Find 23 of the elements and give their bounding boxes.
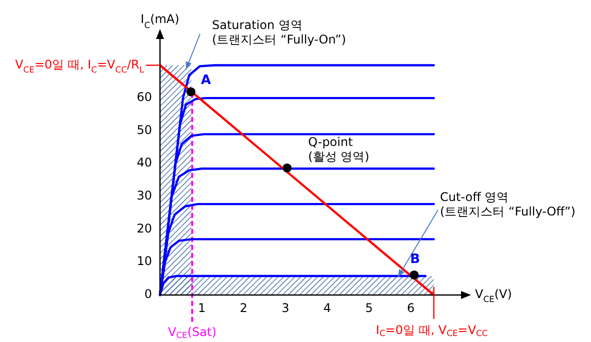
y-tick-label: 20 bbox=[136, 222, 152, 236]
y-tick-label: 0 bbox=[144, 287, 152, 302]
annotation: I$_{C}$=0일 때, V$_{CE}$=V$_{CC}$ bbox=[376, 322, 488, 338]
x-tick-label: 3 bbox=[282, 300, 290, 315]
y-tick-label: 40 bbox=[136, 156, 152, 170]
band-label: Saturation 영역 (트랜지스터 “Fully-On”) bbox=[212, 18, 346, 47]
x-tick-label: 1 bbox=[198, 300, 206, 315]
x-tick-label: 4 bbox=[323, 300, 332, 315]
annotation: V$_{CE}$=0일 때, I$_{C}$=V$_{CC}$/R$_{L}$ bbox=[15, 58, 144, 75]
y-tick-label: 10 bbox=[136, 254, 152, 268]
y-tick-label: 60 bbox=[136, 90, 152, 104]
y-tick-label: 30 bbox=[136, 188, 152, 203]
x-tick-label: 6 bbox=[407, 300, 415, 315]
x-axis-title: V$_{CE}$(V) bbox=[475, 287, 512, 304]
x-tick-label: 2 bbox=[240, 300, 248, 315]
annotation: Q-point (활성 영역) bbox=[308, 134, 370, 164]
ref-line-label: V$_{CE}$(Sat) bbox=[168, 324, 216, 340]
y-axis-title: I$_{C}$(mA) bbox=[140, 12, 180, 30]
annotation: A bbox=[200, 72, 211, 88]
band-label: Cut-off 영역 (트랜지스터 “Fully-Off”) bbox=[440, 190, 576, 219]
y-tick-label: 50 bbox=[136, 123, 152, 138]
annotation: B bbox=[410, 252, 420, 267]
x-tick-label: 5 bbox=[365, 300, 373, 315]
